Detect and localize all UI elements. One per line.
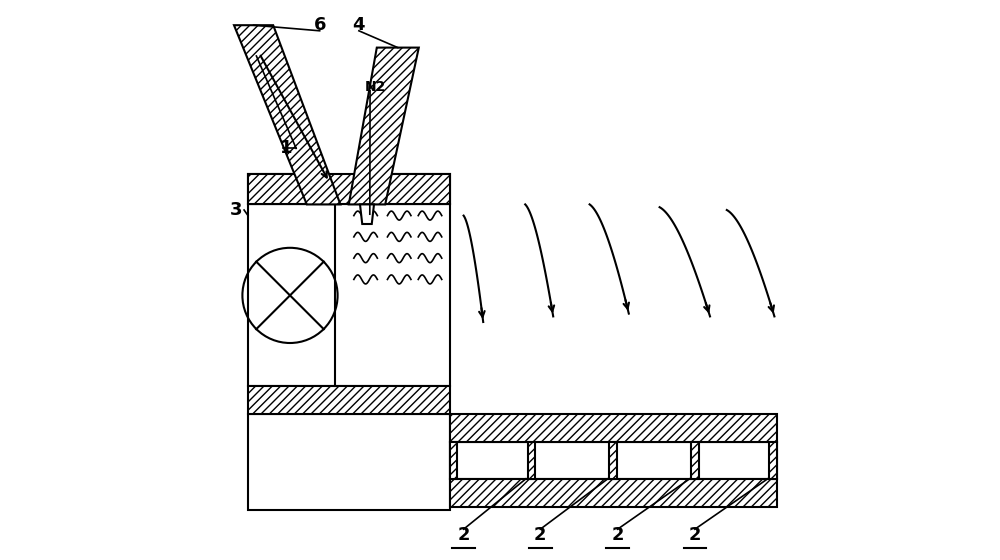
Text: 2: 2 [689,526,701,544]
Bar [385,174,450,204]
Bar [248,174,307,204]
Bar [450,442,457,479]
Text: 2: 2 [534,526,547,544]
Text: 2: 2 [457,526,470,544]
Bar [450,414,777,442]
Bar [450,442,532,479]
Text: N2: N2 [365,80,386,94]
Bar [532,442,613,479]
Bar [609,442,617,479]
Bar [528,442,535,479]
Text: 1: 1 [280,139,292,157]
Polygon shape [349,48,419,204]
Bar [769,442,777,479]
Bar [613,442,695,479]
Polygon shape [360,204,374,224]
Text: 4: 4 [353,16,365,34]
Text: 2: 2 [611,526,624,544]
Bar [248,386,450,414]
Polygon shape [234,25,340,204]
Bar [248,414,450,510]
Text: 3: 3 [229,201,242,219]
Bar [695,442,777,479]
Bar [691,442,699,479]
Bar [450,479,777,507]
Bar [248,174,450,204]
Bar [248,204,450,386]
Text: 6: 6 [313,16,326,34]
